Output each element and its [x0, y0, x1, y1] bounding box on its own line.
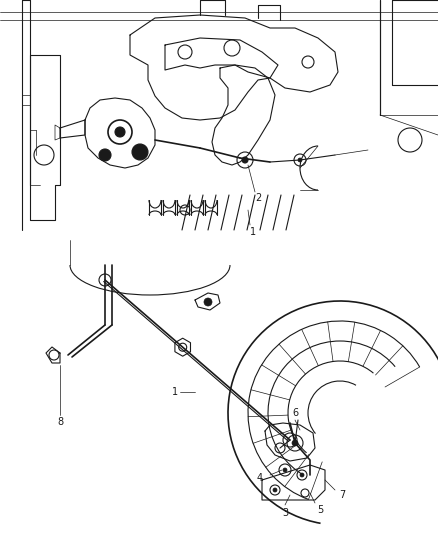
Circle shape	[204, 298, 212, 306]
Text: 1: 1	[172, 387, 178, 397]
Circle shape	[132, 144, 148, 160]
Circle shape	[242, 157, 248, 163]
Text: 7: 7	[339, 490, 345, 500]
Text: 1: 1	[250, 227, 256, 237]
Circle shape	[300, 473, 304, 477]
Text: 3: 3	[282, 508, 288, 518]
Circle shape	[273, 488, 277, 492]
Circle shape	[298, 158, 302, 162]
Text: 6: 6	[292, 408, 298, 418]
Circle shape	[115, 127, 125, 137]
Text: 2: 2	[255, 193, 261, 203]
Circle shape	[292, 440, 298, 446]
Text: 5: 5	[317, 505, 323, 515]
Text: 4: 4	[257, 473, 263, 483]
Circle shape	[99, 149, 111, 161]
Circle shape	[283, 468, 287, 472]
Text: 8: 8	[57, 417, 63, 427]
